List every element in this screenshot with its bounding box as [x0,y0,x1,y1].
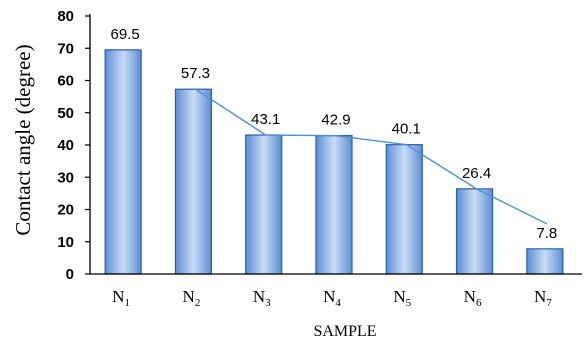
trend-line [195,88,548,225]
y-axis: 0 10 20 30 40 50 60 70 80 [57,8,91,283]
bar [245,134,283,275]
trendline [195,88,548,225]
data-labels: 69.5 57.3 43.1 42.9 40.1 26.4 7.8 [111,26,558,242]
data-label: 43.1 [251,111,280,128]
data-label: 42.9 [321,112,350,129]
data-label: 57.3 [181,65,210,82]
y-tick-label: 70 [57,40,74,57]
y-tick-label: 40 [57,137,74,154]
x-axis: N1 N2 N3 N4 N5 N6 N7 [90,273,582,309]
x-tick-label: N5 [393,287,411,309]
bar [174,88,213,275]
bar [455,188,494,275]
bar [104,49,142,275]
y-tick-label: 0 [66,266,74,283]
y-axis-title: Contact angle (degree) [11,44,35,235]
y-tick-label: 10 [57,234,74,251]
y-tick-label: 60 [57,73,74,90]
x-tick-label: N6 [464,287,482,309]
x-tick-label: N7 [534,287,552,309]
y-tick-label: 20 [57,202,74,219]
y-tick-label: 80 [57,8,74,25]
y-tick-label: 50 [57,105,74,122]
x-tick-label: N2 [183,287,201,309]
data-label: 40.1 [392,121,421,138]
data-label: 69.5 [111,26,140,43]
bars [104,49,564,275]
bar [385,144,423,275]
data-label: 26.4 [462,165,491,182]
bar [315,135,353,275]
x-tick-label: N3 [253,287,271,309]
x-tick-label: N1 [112,287,130,309]
y-tick-label: 30 [57,169,74,186]
x-tick-label: N4 [323,287,341,309]
data-label: 7.8 [536,225,557,242]
x-axis-title: SAMPLE [313,323,376,340]
bar [526,248,564,275]
